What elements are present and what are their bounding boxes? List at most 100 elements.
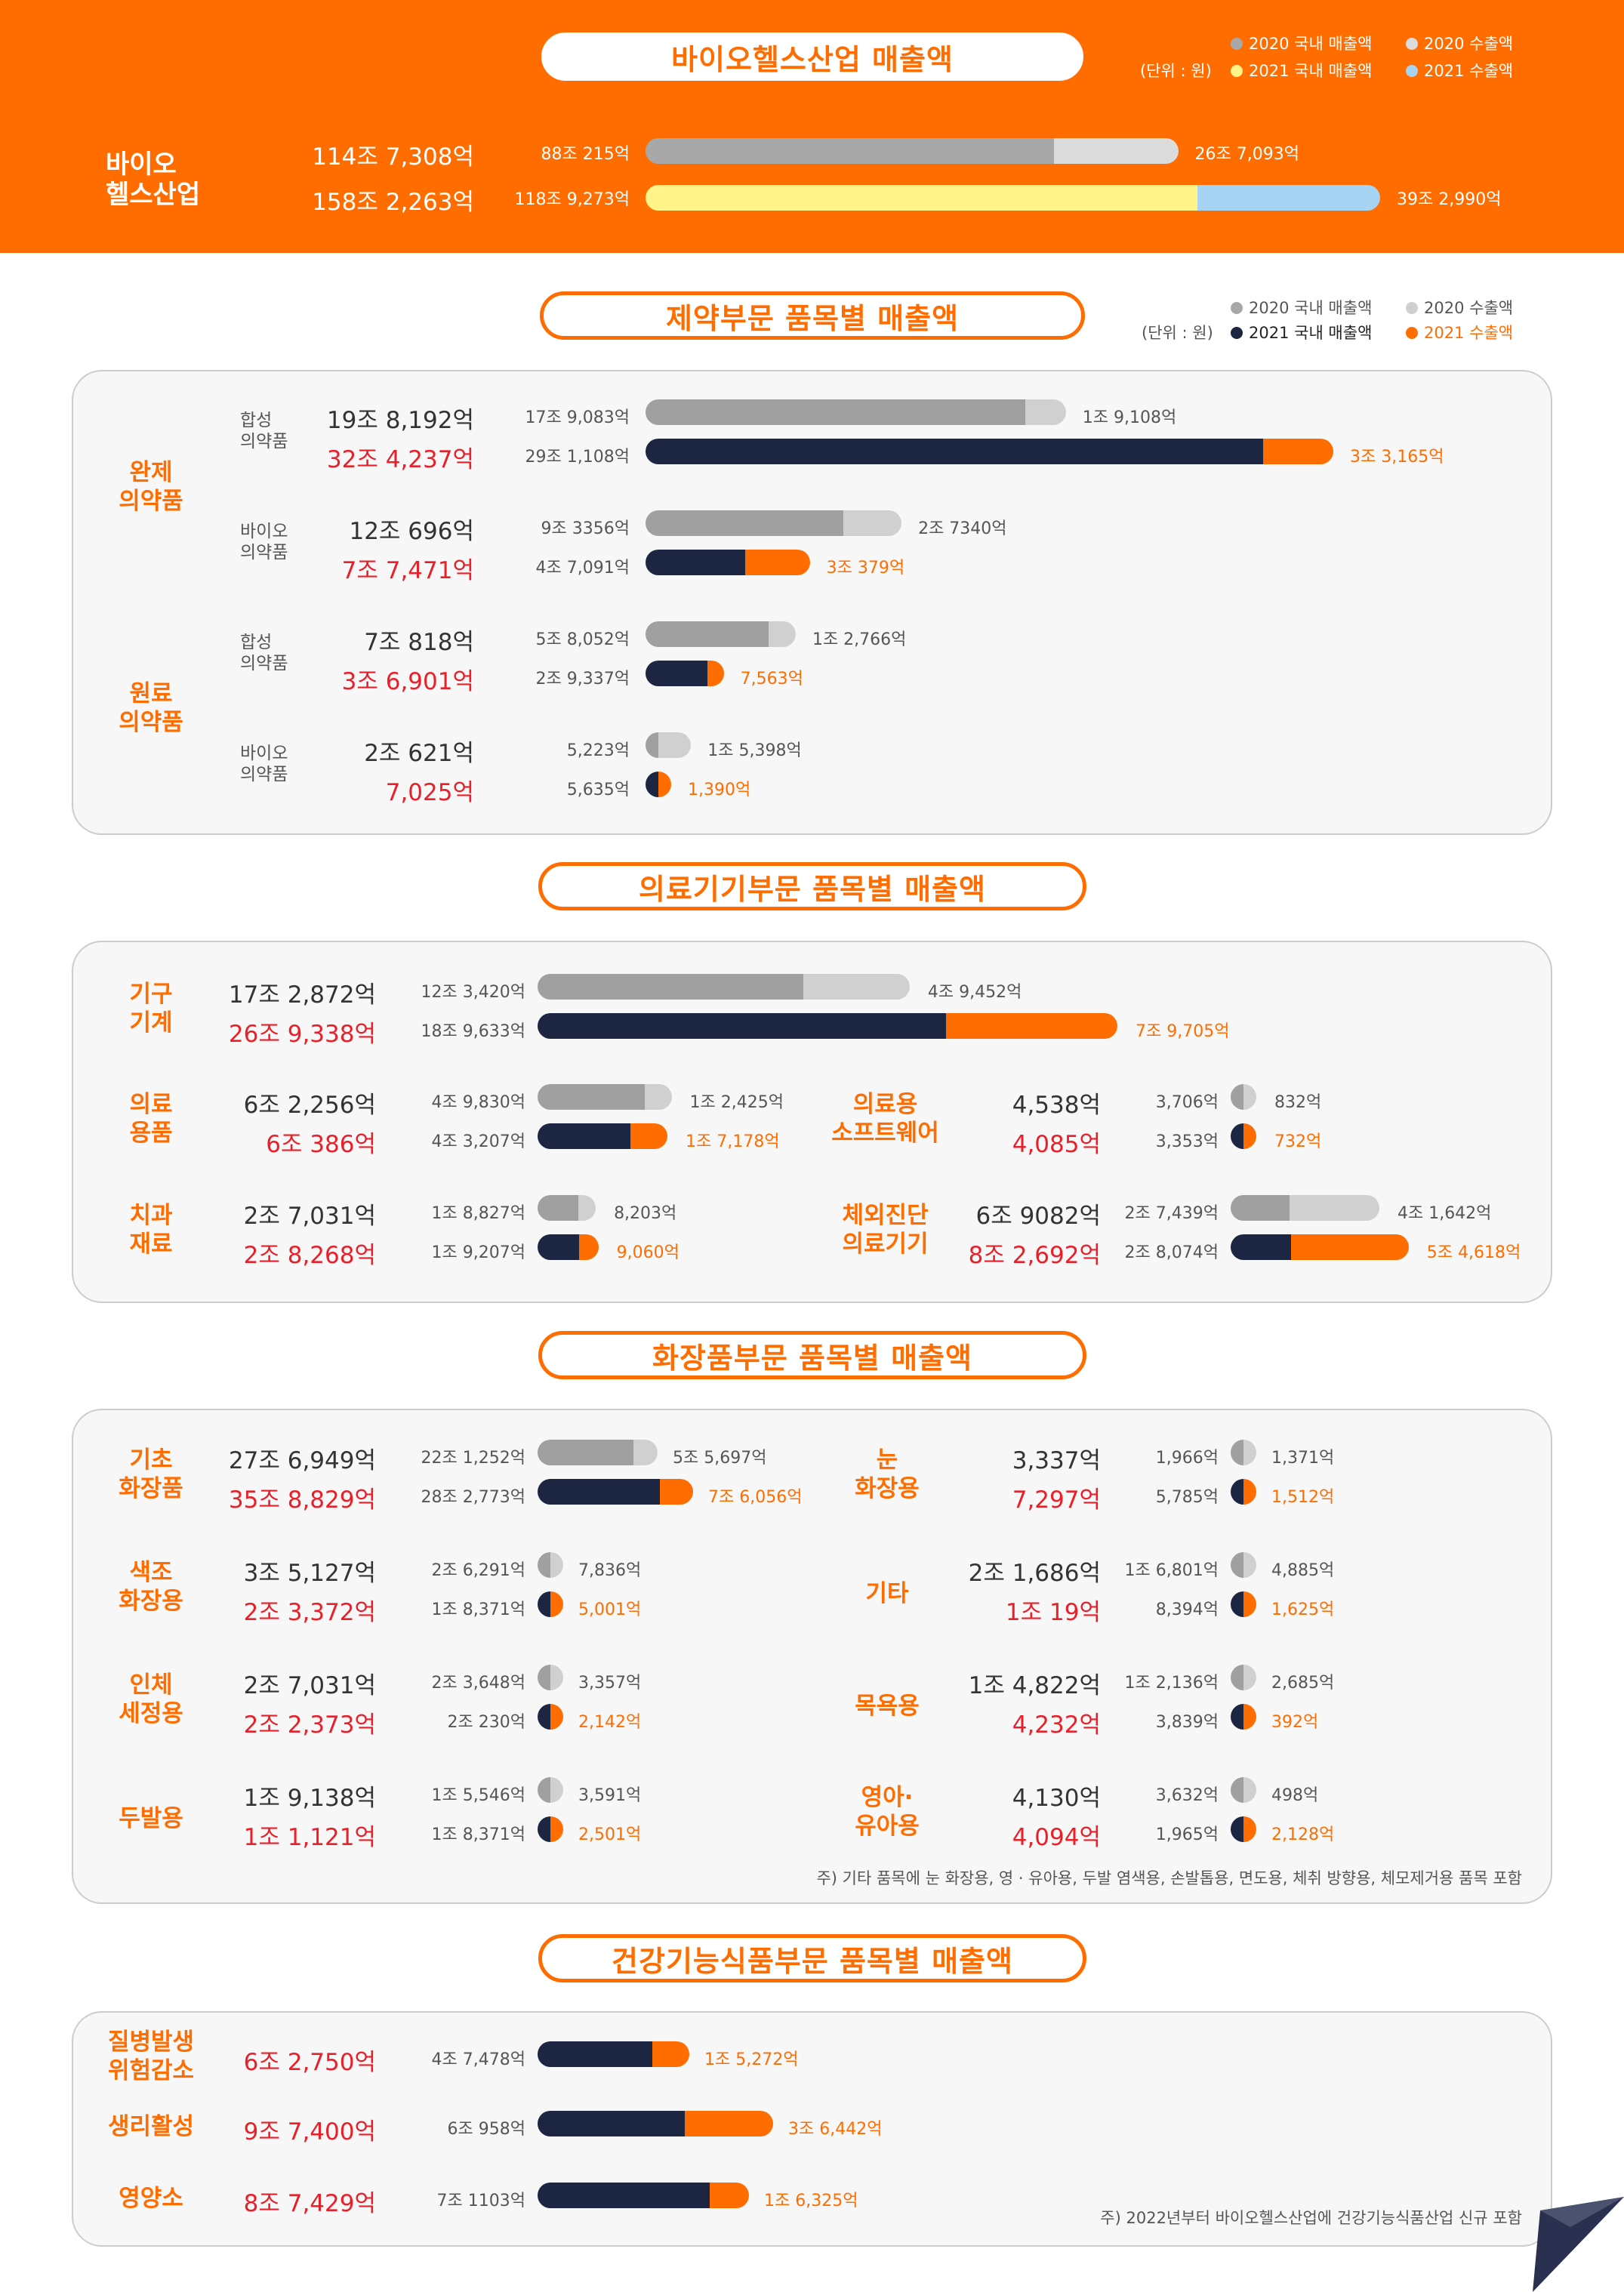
header-bar-2021 (646, 185, 1380, 211)
bar-domestic-segment (1231, 1195, 1290, 1221)
pharma-sub-label: 바이오 의약품 (240, 744, 288, 784)
pharma-legend-exp2020: 2020 수출액 (1406, 296, 1513, 319)
pharma-title: 제약부문 품목별 매출액 (540, 291, 1085, 340)
dom-2020: 1조 2,136억 (1124, 1674, 1219, 1693)
legend-text: 2020 수출액 (1424, 35, 1514, 53)
bar-export-segment (1243, 1704, 1256, 1730)
total-2021: 9조 7,400억 (243, 2118, 376, 2146)
bar-domestic-segment (538, 1123, 631, 1149)
exp-2021: 1조 5,272억 (704, 2050, 799, 2069)
header-legend-dom2020: 2020 국내 매출액 (1231, 32, 1372, 54)
bar-domestic-segment (538, 2041, 653, 2067)
bar-2021 (1231, 1479, 1256, 1505)
bar-2020 (1231, 1195, 1379, 1221)
dom-2020: 1조 8,827억 (431, 1204, 525, 1223)
exp-2020: 832억 (1274, 1093, 1322, 1112)
total-2021: 35조 8,829억 (228, 1486, 376, 1514)
header-dom-2021: 118조 9,273억 (514, 190, 630, 209)
bar-domestic-segment (646, 439, 1263, 464)
pharma-legend-exp2021: 2021 수출액 (1406, 321, 1513, 343)
bar-2020 (538, 974, 910, 1000)
total-2020: 6조 2,256억 (243, 1092, 376, 1119)
total-2021: 6조 2,750억 (243, 2049, 376, 2076)
bar-export-segment (630, 1123, 668, 1149)
bar-2021 (538, 1123, 668, 1149)
bar-export-segment (1243, 1440, 1256, 1465)
legend-text: 2020 수출액 (1424, 299, 1514, 317)
cosmetic-note: 주) 기타 품목에 눈 화장용, 영 · 유아용, 두발 염색용, 손발톱용, … (816, 1869, 1522, 1887)
dom-2021: 5,785억 (1155, 1488, 1219, 1507)
bar-2020 (1231, 1440, 1256, 1465)
legend-text: 2021 국내 매출액 (1249, 324, 1373, 342)
bar-domestic-segment (1231, 1552, 1243, 1578)
bar-domestic-segment (538, 1816, 550, 1842)
bar-domestic-segment (1231, 1440, 1243, 1465)
exp-2021: 3조 3,165억 (1350, 448, 1444, 467)
bar-2021 (538, 2111, 773, 2136)
total-2021: 8조 2,692억 (968, 1242, 1101, 1269)
bar-2020 (538, 1084, 672, 1110)
bar-export-segment (1243, 1552, 1256, 1578)
bar-domestic-segment (538, 974, 803, 1000)
exp-2021: 3조 6,442억 (788, 2120, 883, 2139)
exp-2020: 5조 5,697억 (672, 1449, 767, 1468)
legend-text: 2021 수출액 (1424, 324, 1514, 342)
bar-2021 (538, 1816, 563, 1842)
total-2021: 7,025억 (385, 779, 474, 806)
health-title-text: 건강기능식품부문 품목별 매출액 (612, 1944, 1013, 1978)
dom-2020: 1,966억 (1155, 1449, 1219, 1468)
bar-2021 (538, 2041, 689, 2067)
header-label: 바이오 헬스산업 (106, 149, 201, 210)
bar-domestic-segment (646, 399, 1026, 425)
total-2020: 2조 7,031억 (243, 1672, 376, 1699)
total-2021: 1조 1,121억 (243, 1824, 376, 1851)
bar-export-segment (769, 621, 796, 647)
cosmetic-title-text: 화장품부문 품목별 매출액 (652, 1341, 973, 1375)
bar-domestic-segment (538, 1665, 550, 1690)
total-2021: 2조 3,372억 (243, 1599, 376, 1626)
total-2020: 19조 8,192억 (326, 407, 474, 434)
dom-2021: 3,353억 (1155, 1132, 1219, 1151)
cosmetic-label: 두발용 (119, 1805, 183, 1832)
bar-export-segment (633, 1440, 658, 1465)
bar-export-segment (550, 1777, 563, 1803)
health-note: 주) 2022년부터 바이오헬스산업에 건강기능식품산업 신규 포함 (1100, 2209, 1522, 2227)
bar-domestic-segment (538, 2111, 686, 2136)
bar-export-segment (658, 732, 692, 758)
device-label: 의료용 소프트웨어 (831, 1091, 939, 1147)
bar-domestic-segment (646, 661, 708, 686)
total-2020: 17조 2,872억 (228, 981, 376, 1009)
legend-text: 2020 국내 매출액 (1249, 299, 1373, 317)
bar-2021 (1231, 1234, 1409, 1260)
bar-domestic-segment (646, 138, 1055, 164)
header-total-2020: 114조 7,308억 (312, 143, 474, 171)
cosmetic-label: 색조 화장용 (119, 1559, 183, 1615)
total-2021: 32조 4,237억 (326, 446, 474, 473)
exp-2020: 3,357억 (578, 1674, 642, 1693)
dom-2020: 5조 8,052억 (535, 630, 630, 649)
legend-text: 2021 국내 매출액 (1249, 62, 1373, 80)
total-2021: 3조 6,901억 (341, 668, 474, 695)
exp-2021: 1,390억 (688, 781, 751, 799)
bar-export-segment (709, 2183, 750, 2208)
total-2020: 1조 4,822억 (968, 1672, 1101, 1699)
device-label: 기구 기계 (129, 981, 173, 1037)
exp-2021: 1,512억 (1271, 1488, 1335, 1507)
device-label: 의료 용품 (129, 1091, 173, 1147)
bar-2021 (1231, 1591, 1256, 1617)
dom-2020: 1조 5,546억 (431, 1786, 525, 1805)
header-title-text: 바이오헬스산업 매출액 (671, 42, 954, 76)
exp-2020: 1조 2,766억 (812, 630, 907, 649)
exp-2021: 392억 (1271, 1713, 1319, 1732)
header-exp-2021: 39조 2,990억 (1397, 190, 1502, 209)
header-title: 바이오헬스산업 매출액 (541, 32, 1083, 81)
bar-export-segment (550, 1816, 563, 1842)
bar-domestic-segment (538, 1591, 550, 1617)
pharma-sub-label: 바이오 의약품 (240, 522, 288, 562)
dom-2020: 1조 6,801억 (1124, 1561, 1219, 1580)
cosmetic-card (72, 1409, 1552, 1904)
dom-2020: 9조 3356억 (541, 519, 630, 538)
bar-export-segment (1197, 185, 1380, 211)
header-legend-dom2021: 2021 국내 매출액 (1231, 59, 1372, 82)
cosmetic-label: 인체 세정용 (119, 1671, 183, 1727)
